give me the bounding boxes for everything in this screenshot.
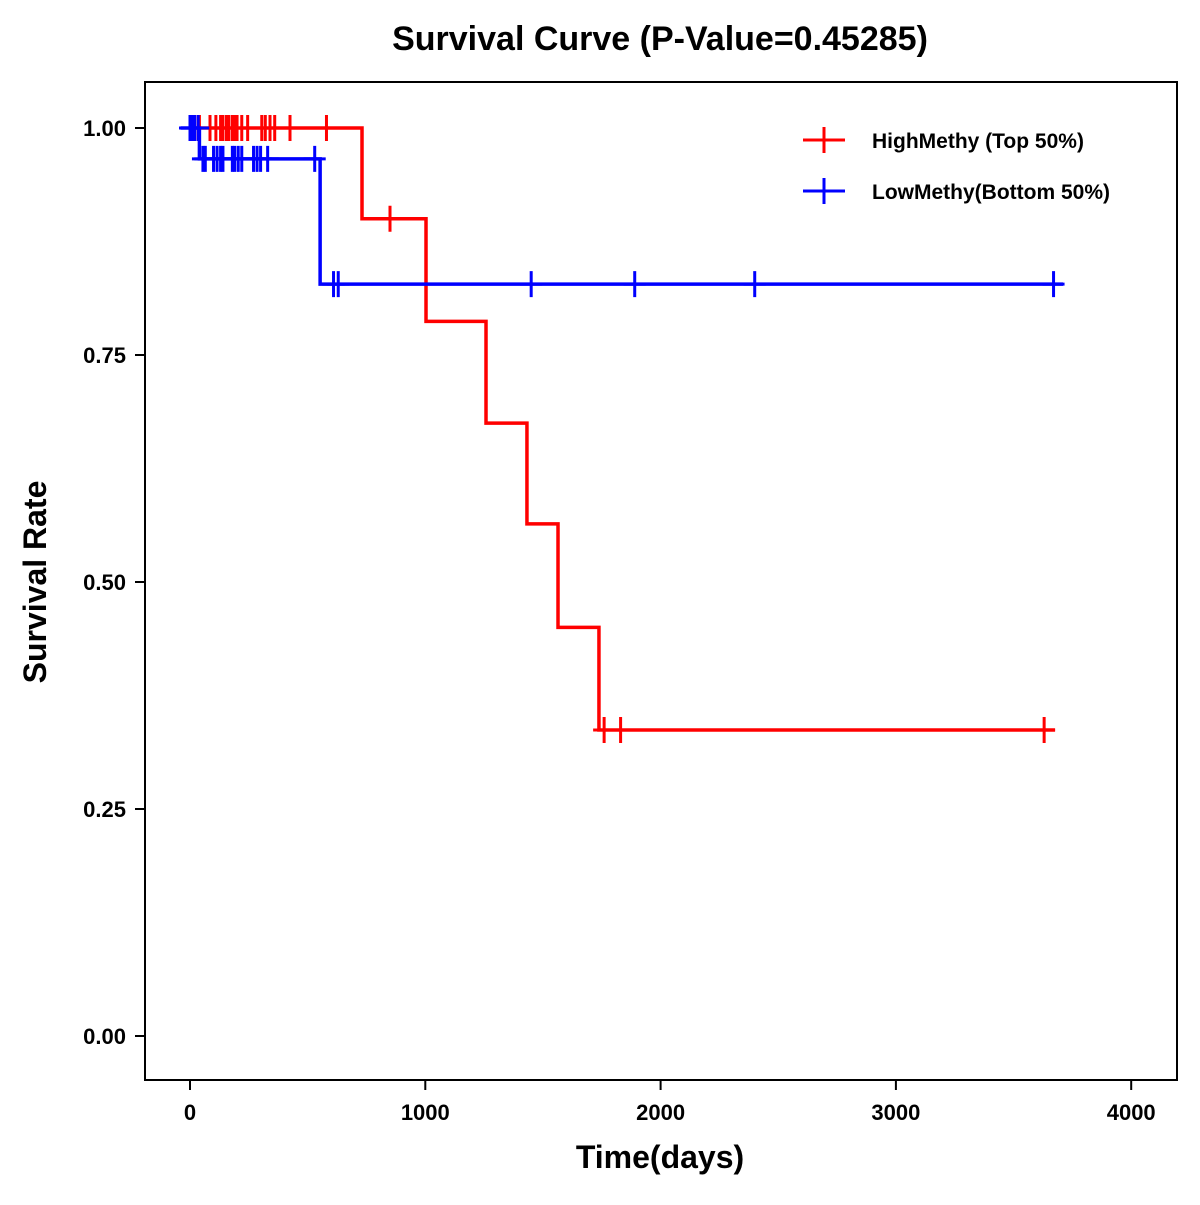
survival-line-0	[190, 126, 1055, 732]
x-tick-label: 0	[184, 1100, 196, 1125]
censor-mark	[187, 115, 210, 141]
censor-mark	[256, 145, 279, 172]
censor-mark	[743, 271, 766, 298]
censor-mark	[1033, 717, 1056, 744]
legend-key	[803, 178, 845, 204]
y-tick-label: 0.25	[83, 797, 126, 822]
chart-title: Survival Curve (P-Value=0.45285)	[392, 20, 928, 58]
censor-mark	[623, 271, 646, 298]
censor-mark	[1042, 271, 1065, 298]
x-tick-label: 3000	[871, 1100, 920, 1125]
censor-mark	[279, 115, 302, 141]
censor-mark	[303, 145, 326, 172]
legend-label: LowMethy(Bottom 50%)	[872, 181, 1110, 204]
censor-mark	[609, 717, 632, 744]
censor-mark	[379, 205, 402, 232]
y-tick-label: 0.50	[83, 570, 126, 595]
y-tick-label: 1.00	[83, 116, 126, 141]
x-tick-label: 1000	[401, 1100, 450, 1125]
legend-key	[803, 127, 845, 153]
plot-frame	[144, 81, 1178, 1081]
y-tick-label: 0.00	[83, 1024, 126, 1049]
y-tick-label: 0.75	[83, 343, 126, 368]
y-axis-label: Survival Rate	[17, 481, 53, 684]
censor-mark	[327, 271, 350, 298]
x-axis-label: Time(days)	[576, 1139, 744, 1175]
censor-mark	[520, 271, 543, 298]
x-tick-label: 4000	[1107, 1100, 1156, 1125]
legend-label: HighMethy (Top 50%)	[872, 130, 1084, 153]
x-tick-label: 2000	[636, 1100, 685, 1125]
censor-mark	[315, 115, 338, 141]
